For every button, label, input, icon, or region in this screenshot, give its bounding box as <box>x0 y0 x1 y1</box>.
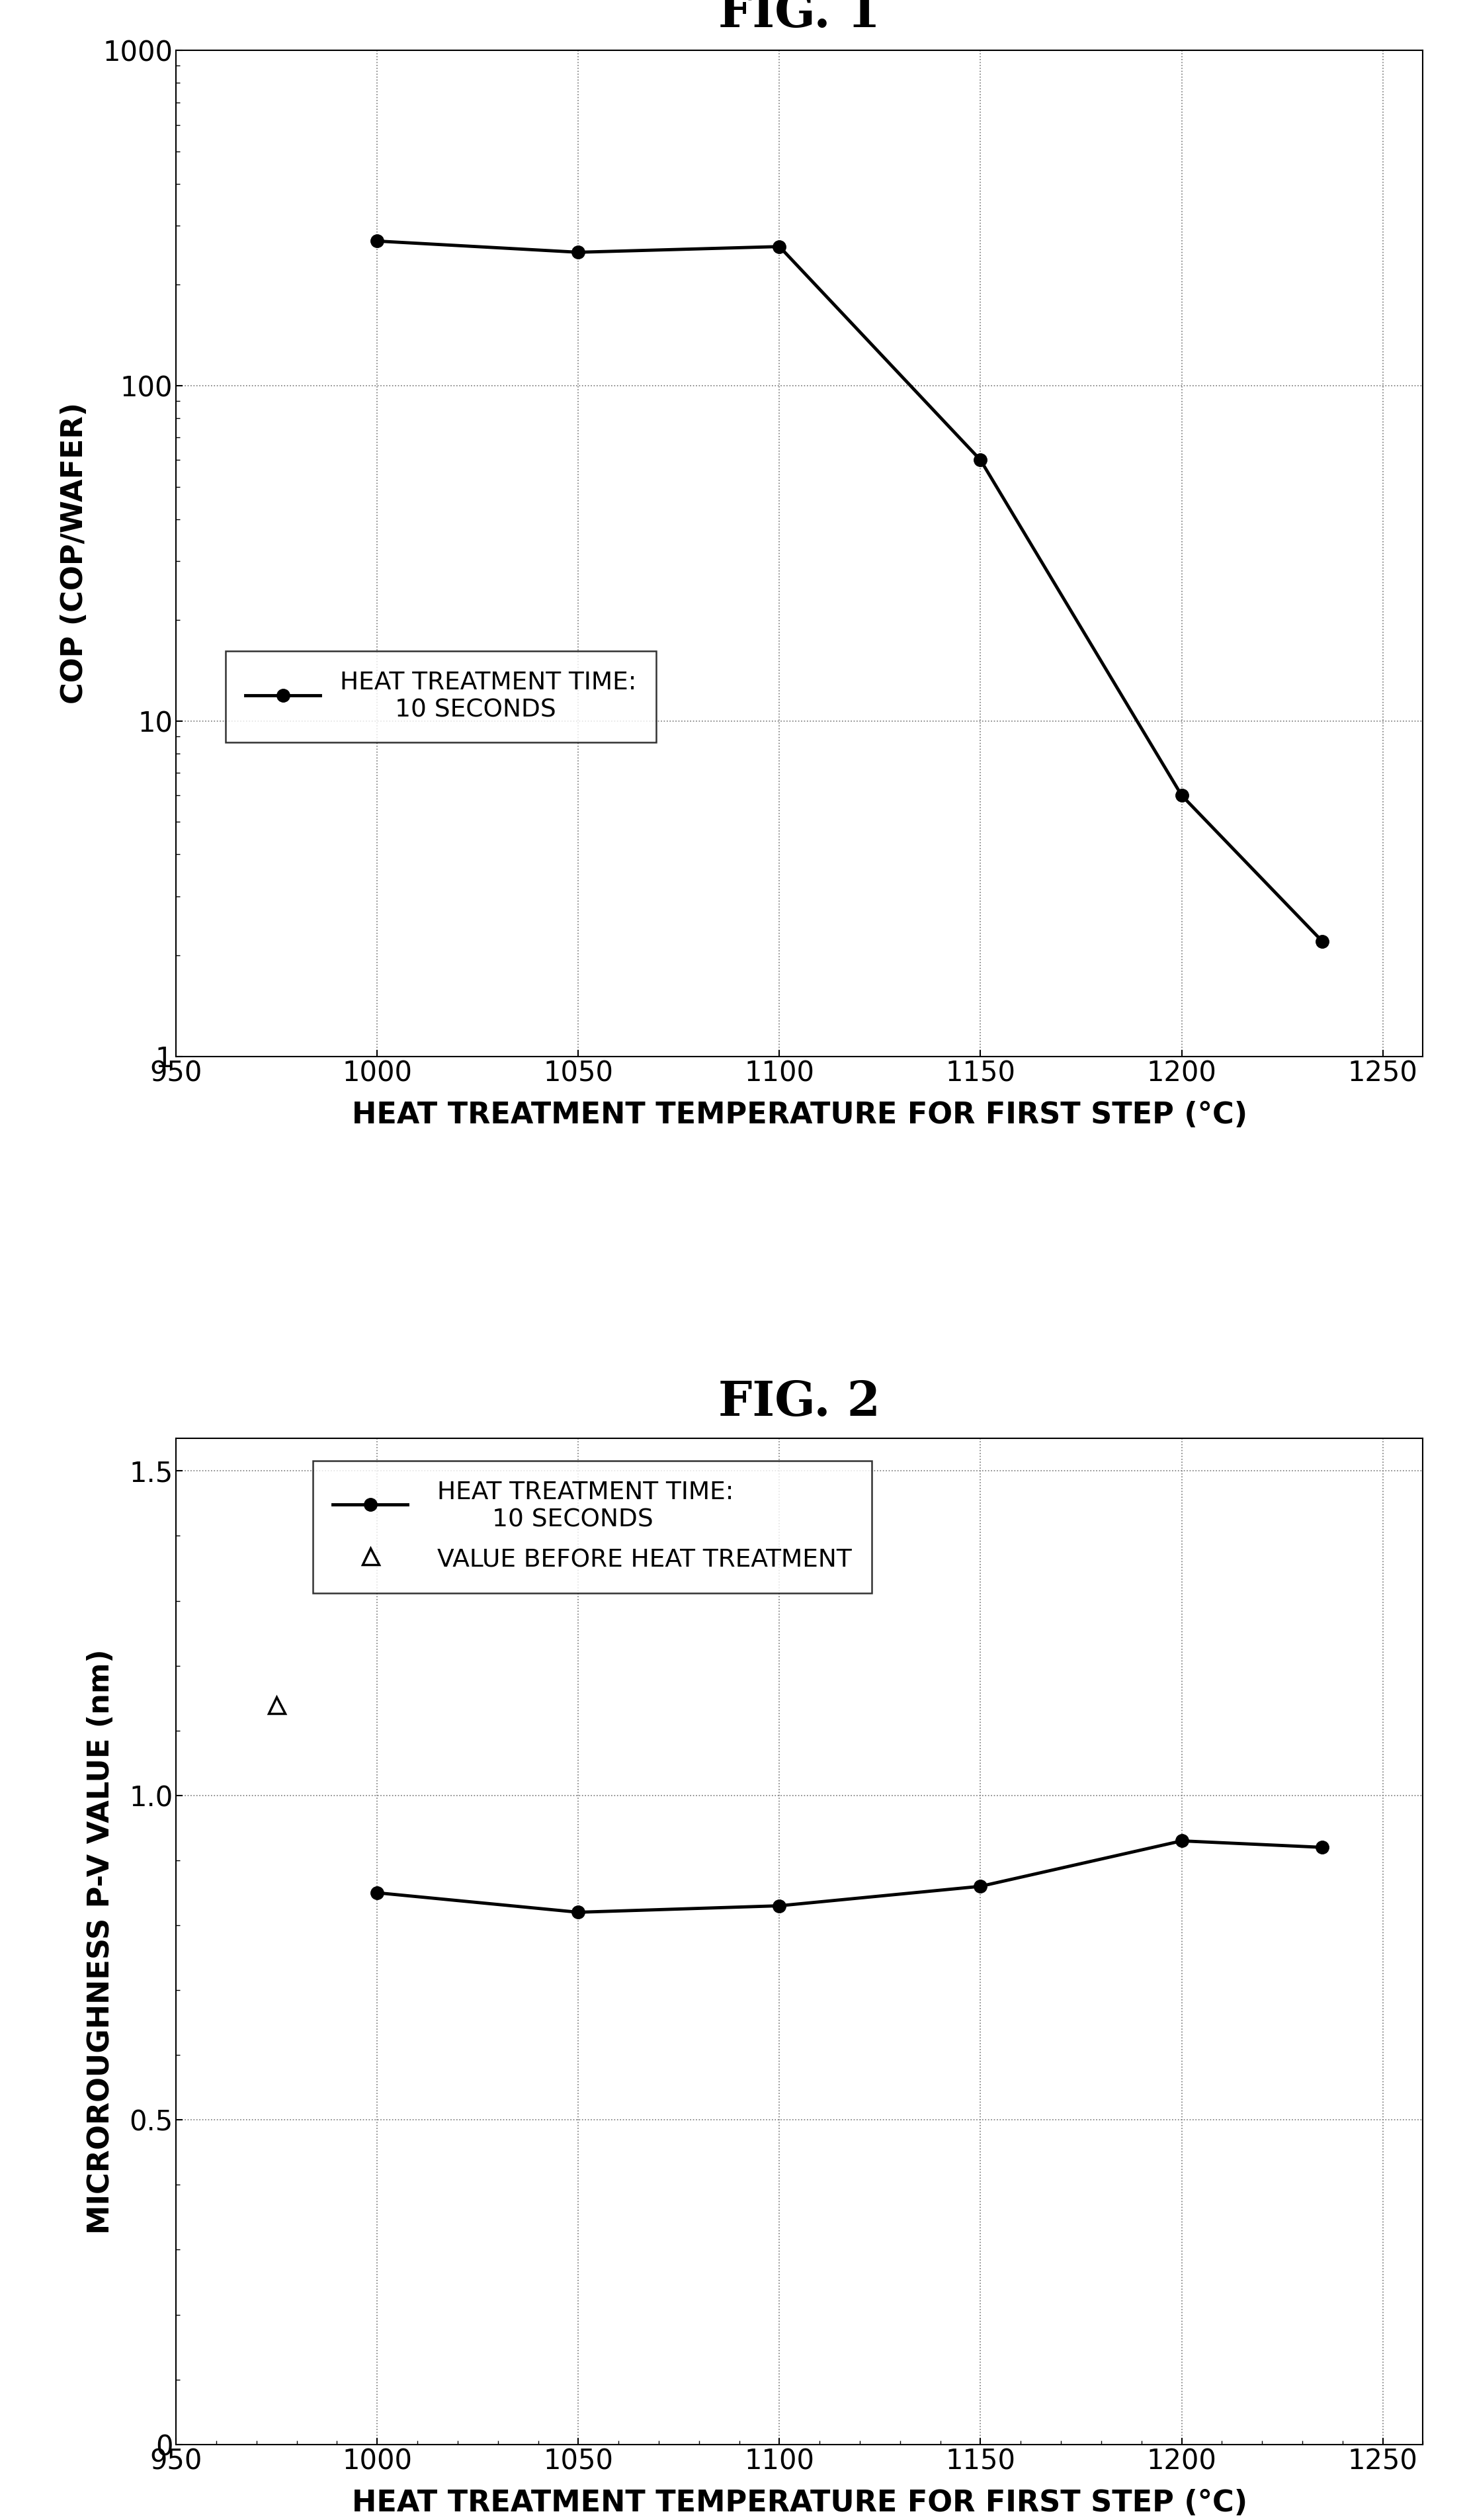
Title: FIG. 1: FIG. 1 <box>719 0 880 38</box>
Title: FIG. 2: FIG. 2 <box>719 1378 880 1426</box>
Legend: HEAT TREATMENT TIME:
       10 SECONDS, VALUE BEFORE HEAT TREATMENT: HEAT TREATMENT TIME: 10 SECONDS, VALUE B… <box>312 1462 871 1593</box>
Y-axis label: COP (COP/WAFER): COP (COP/WAFER) <box>60 403 89 703</box>
X-axis label: HEAT TREATMENT TEMPERATURE FOR FIRST STEP (°C): HEAT TREATMENT TEMPERATURE FOR FIRST STE… <box>352 2490 1247 2517</box>
Legend: HEAT TREATMENT TIME:
       10 SECONDS: HEAT TREATMENT TIME: 10 SECONDS <box>226 650 656 741</box>
Y-axis label: MICROROUGHNESS P-V VALUE (nm): MICROROUGHNESS P-V VALUE (nm) <box>87 1648 116 2235</box>
X-axis label: HEAT TREATMENT TEMPERATURE FOR FIRST STEP (°C): HEAT TREATMENT TEMPERATURE FOR FIRST STE… <box>352 1101 1247 1129</box>
